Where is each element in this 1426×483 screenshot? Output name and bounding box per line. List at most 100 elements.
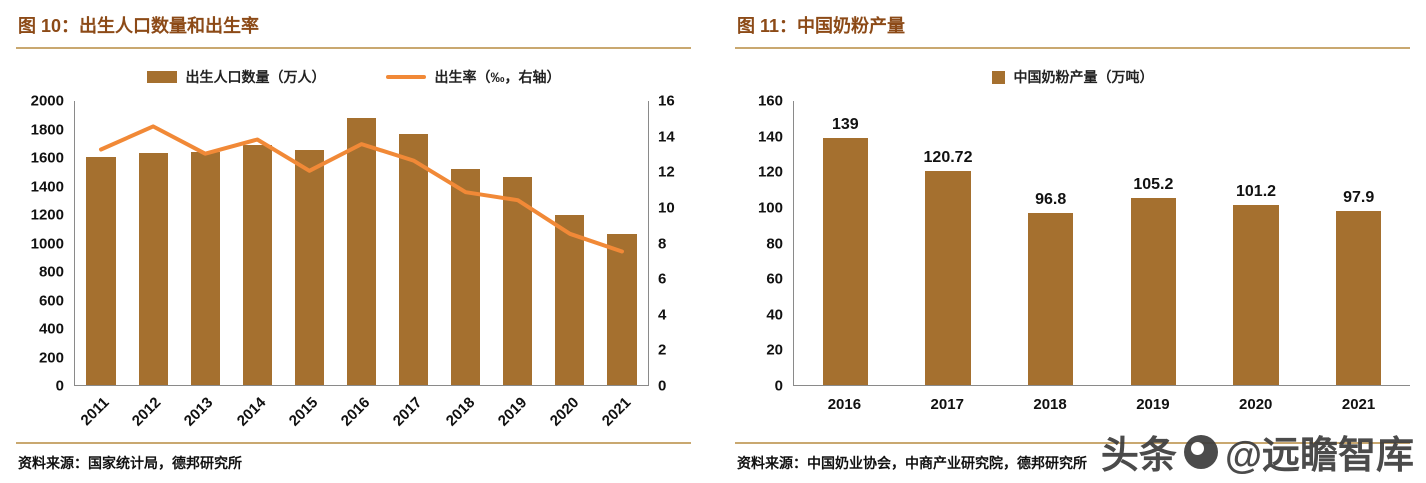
milk-powder-bar [925,170,971,385]
x-tick: 2021 [597,386,649,438]
axis-spacer [649,386,691,438]
bar-value-label: 139 [831,116,859,134]
milk-powder-bar [1336,211,1382,385]
x-tick-label: 2021 [1341,396,1376,413]
x-tick: 2014 [231,386,283,438]
figure-10-title: 图 10：出生人口数量和出生率 [18,16,260,36]
y-tick-label: 14 [658,128,675,146]
x-tick-label: 2018 [1033,396,1067,413]
y-tick-label: 120 [757,163,783,181]
figure-11-title: 图 11：中国奶粉产量 [737,16,906,36]
plot-area: 139 120.72 96.8 105.2 101.2 97.9 [793,101,1410,386]
title-rule [16,47,691,49]
x-tick: 2012 [126,386,178,438]
bar-value-label: 96.8 [1035,191,1067,209]
milk-powder-bar [822,138,868,385]
y-tick-label: 16 [658,92,675,110]
x-tick-label: 2015 [285,394,322,430]
bar-slot: 139 [794,101,897,385]
bar-value-label: 101.2 [1236,183,1277,201]
birth-bar [242,145,272,385]
x-tick: 2013 [179,386,231,438]
y-tick-label: 160 [757,92,783,110]
bar-value-label: 120.72 [923,148,973,166]
bar-slot [492,101,544,385]
x-tick: 2011 [74,386,126,438]
x-tick-labels: 2016 2017 2018 2019 2020 2021 [793,386,1410,420]
plot-area [74,101,649,386]
x-tick: 2019 [492,386,544,438]
y-tick-label: 800 [38,263,64,281]
birth-rate-line [99,124,624,254]
watermark: 头条 @远瞻智库 [1101,424,1414,479]
birth-bar [607,234,637,385]
milk-powder-bar [1130,198,1176,385]
y-tick-label: 2 [658,341,667,359]
y-tick-label: 1200 [30,206,64,224]
x-tick: 2015 [283,386,335,438]
x-tick-label: 2012 [128,394,165,430]
y-tick-label: 1600 [30,149,64,167]
right-y-axis: 16 14 12 10 8 6 4 2 0 [649,94,691,394]
y-tick-label: 100 [757,199,783,217]
figure-10-x-axis: 2011 2012 2013 2014 2015 2016 2017 2018 2019 2020… [16,386,691,438]
y-tick-label: 0 [774,377,783,395]
birth-bar [346,117,377,385]
legend-item-births: 出生人口数量（万人） [146,67,326,87]
y-tick-label: 1800 [30,121,64,138]
birth-bar [86,157,116,385]
legend-item-birth-rate: 出生率（‰，右轴） [385,67,561,87]
birth-bar [451,168,481,385]
x-tick-label: 2017 [930,396,964,413]
bar-slot [231,101,283,385]
y-tick-label: 80 [766,235,783,252]
bar-slot [283,101,335,385]
x-tick-labels: 2011 2012 2013 2014 2015 2016 2017 2018 2019 2020… [74,386,649,438]
bar-series-swatch [146,71,177,83]
figure-10-chart: 2000 1800 1600 1400 1200 1000 800 600 400 200 0 16… [16,94,691,394]
y-tick-label: 10 [658,199,675,217]
title-rule [735,47,1410,49]
y-tick-label: 40 [766,306,783,324]
x-tick-label: 2019 [1136,396,1170,413]
y-tick-label: 1400 [30,178,64,195]
x-tick-label: 2016 [827,396,862,413]
x-tick-label: 2019 [494,394,531,430]
bar-slot: 101.2 [1205,101,1308,385]
milk-powder-bar [1233,205,1279,385]
birth-bar [503,176,533,385]
axis-spacer [16,386,74,438]
bar-value-label: 97.9 [1343,189,1375,207]
y-tick-label: 2000 [30,92,64,110]
source-rule [735,442,1410,444]
bar-value-label: 105.2 [1133,176,1174,194]
watermark-text-right: @远瞻智库 [1224,435,1414,477]
bar-slot: 105.2 [1102,101,1205,385]
figure-10-source: 资料来源：国家统计局，德邦研究所 [18,455,242,471]
y-tick-label: 0 [55,377,64,395]
birth-bar [190,152,220,385]
bar-slot [388,101,440,385]
birth-bar [555,214,585,385]
birth-bar-series [75,101,648,385]
axis-spacer [735,386,793,420]
line-series-swatch [385,75,426,79]
y-tick-label: 400 [38,320,64,338]
y-tick-label: 140 [757,128,783,146]
figure-11-source: 资料来源：中国奶业协会，中商产业研究院，德邦研究所 [737,455,1087,471]
y-tick-label: 1000 [30,235,64,252]
x-tick-label: 2017 [390,394,426,430]
left-y-axis: 2000 1800 1600 1400 1200 1000 800 600 400 200 0 [16,94,74,394]
legend-label-births: 出生人口数量（万人） [185,69,326,85]
x-tick-label: 2020 [1239,396,1273,413]
y-tick-label: 6 [658,270,667,288]
y-tick-label: 8 [658,235,667,252]
x-tick-label: 2014 [233,394,269,430]
x-tick-label: 2021 [599,394,635,430]
x-tick-label: 2016 [337,394,374,430]
y-tick-label: 600 [38,292,64,309]
y-tick-label: 0 [658,377,667,395]
bar-slot [179,101,231,385]
figure-10-legend: 出生人口数量（万人） 出生率（‰，右轴） [16,67,691,87]
